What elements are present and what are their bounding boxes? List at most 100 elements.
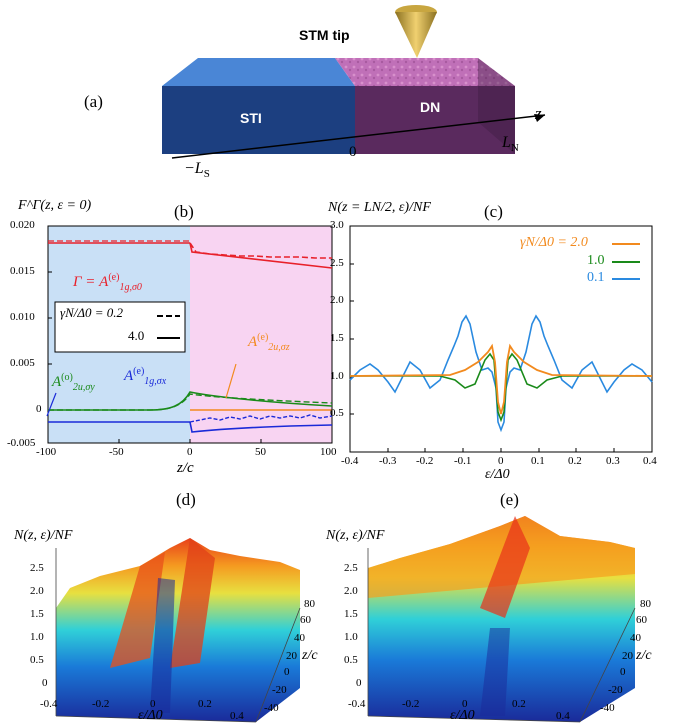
- blue-curve-dashed: [189, 414, 333, 423]
- ytick-label: 0.5: [330, 407, 344, 419]
- panel-d-letter: (d): [176, 490, 196, 509]
- panel-b-plot: [46, 225, 333, 444]
- xtick-label: -0.4: [341, 455, 359, 467]
- ytick-label: 3.0: [330, 219, 344, 231]
- curve-gamma-2-0: [349, 343, 653, 415]
- right-end-sub: N: [510, 142, 519, 155]
- arrow-orange: [225, 363, 237, 399]
- a1g-sigmax-sup: (e): [133, 366, 145, 377]
- ytick-label: 80: [640, 598, 651, 610]
- ytick-label: -40: [600, 702, 615, 714]
- panel-d: (d) N(z, ε)/NF 2.5 2.0 1.5 1.0 0.5 0: [0, 488, 340, 728]
- ytick-label: 40: [630, 632, 641, 644]
- a2u-sigmaz-sup: (e): [257, 332, 269, 343]
- panel-c: N(z = LN/2, ε)/NF (c) γN/Δ0 = 2.0 1.0 0.…: [328, 192, 683, 482]
- xtick-label: 0: [150, 698, 156, 710]
- ztick-label: 2.0: [30, 585, 44, 597]
- x-axis: [55, 715, 257, 723]
- ytick-label: -40: [264, 702, 279, 714]
- dn-top-face: [335, 58, 515, 86]
- xtick-label: 0.3: [606, 455, 620, 467]
- blue-curve-solid: [189, 421, 333, 433]
- green-curve-solid: [48, 391, 333, 411]
- ytick-label: -20: [272, 684, 287, 696]
- panel-c-letter: (c): [484, 202, 503, 221]
- panel-b-ylabel: F^Γ(z, ε = 0): [18, 198, 92, 213]
- dn-region-bg: [190, 226, 332, 443]
- y-axis: [255, 607, 301, 723]
- panel-b-xlabel: z/c: [177, 460, 194, 476]
- xtick-label: 0.2: [512, 698, 526, 710]
- xtick-label: 0.2: [568, 455, 582, 467]
- left-end-text: −L: [184, 160, 204, 177]
- a2u-sigmaz-sub: 2u,σz: [268, 342, 290, 353]
- zero-label: 0: [349, 144, 357, 160]
- ytick-label: 0.015: [10, 265, 35, 277]
- xtick-label: 0.4: [643, 455, 657, 467]
- stm-tip-label: STM tip: [299, 27, 350, 43]
- ytick-label: 60: [636, 614, 647, 626]
- ytick-label: -20: [608, 684, 623, 696]
- ytick-label: 0.010: [10, 311, 35, 323]
- ytick-label: 20: [622, 650, 633, 662]
- green-curve-dashed: [48, 393, 333, 411]
- a-text: A: [52, 374, 62, 390]
- ztick-label: 2.0: [344, 585, 358, 597]
- ztick-label: 0.5: [344, 654, 358, 666]
- z-axis-label: z: [535, 104, 542, 123]
- ytick-label: 0: [620, 666, 626, 678]
- ytick-label: 80: [304, 598, 315, 610]
- ytick-label: 1.5: [330, 332, 344, 344]
- ytick-label: 40: [294, 632, 305, 644]
- sti-top-face: [162, 58, 355, 86]
- a-text: A: [248, 334, 258, 350]
- ytick-label: 0.005: [10, 357, 35, 369]
- ytick-label: 60: [300, 614, 311, 626]
- red-curve-dashed: [189, 242, 332, 259]
- xtick-label: 0: [187, 446, 193, 458]
- xtick-label: -0.3: [379, 455, 397, 467]
- z-axis-arrowhead: [534, 114, 545, 122]
- a1g-sigma0-sub: 1g,σ0: [119, 282, 142, 293]
- panel-b: F^Γ(z, ε = 0) (b): [0, 192, 340, 482]
- right-end-text: L: [502, 134, 511, 151]
- curve-gamma-0-1: [349, 314, 653, 433]
- a1g-sigma0-sup: (e): [108, 272, 120, 283]
- panel-d-surface: [55, 538, 301, 723]
- ytick-label: 20: [286, 650, 297, 662]
- ytick-label: 0: [36, 403, 42, 415]
- dn-front-face: [355, 86, 515, 154]
- xtick-label: -100: [36, 446, 57, 458]
- panel-e-letter: (e): [500, 490, 519, 509]
- ztick-label: 0: [42, 677, 48, 689]
- label-a2u-sigmaz: A(e)2u,σz: [248, 332, 290, 353]
- a2u-sigmay-sub: 2u,σy: [72, 382, 95, 393]
- surface-right-ridge: [170, 538, 215, 668]
- panel-a-letter: (a): [84, 92, 103, 111]
- ytick-label: 1.0: [330, 370, 344, 382]
- gamma-text: Γ = A: [73, 274, 109, 290]
- ytick-label: 0: [284, 666, 290, 678]
- label-gamma-a1g-sigma0: Γ = A(e)1g,σ0: [73, 272, 142, 293]
- panel-d-xlabel: ε/Δ0: [138, 708, 163, 723]
- ztick-label: 2.5: [30, 562, 44, 574]
- sti-block-label: STI: [240, 110, 262, 126]
- surface-left-ridge: [110, 552, 165, 668]
- surface-center-valley: [480, 628, 510, 716]
- left-end-sub: S: [203, 168, 210, 181]
- panel-d-ylabel: z/c: [302, 648, 318, 663]
- panel-e-zlabel: N(z, ε)/NF: [326, 528, 385, 543]
- xtick-label: -0.2: [416, 455, 434, 467]
- panel-c-xlabel: ε/Δ0: [485, 467, 510, 482]
- sti-front-face: [162, 86, 355, 154]
- ztick-label: 0.5: [30, 654, 44, 666]
- stm-tip-cone: [395, 12, 437, 58]
- xtick-label: 0: [498, 455, 504, 467]
- ztick-label: 1.0: [344, 631, 358, 643]
- ztick-label: 2.5: [344, 562, 358, 574]
- x-axis: [367, 715, 581, 723]
- panel-a-diagram: [162, 5, 546, 159]
- xtick-label: 0.4: [556, 710, 570, 722]
- surface-center-valley: [150, 578, 175, 713]
- xtick-label: -0.4: [348, 698, 366, 710]
